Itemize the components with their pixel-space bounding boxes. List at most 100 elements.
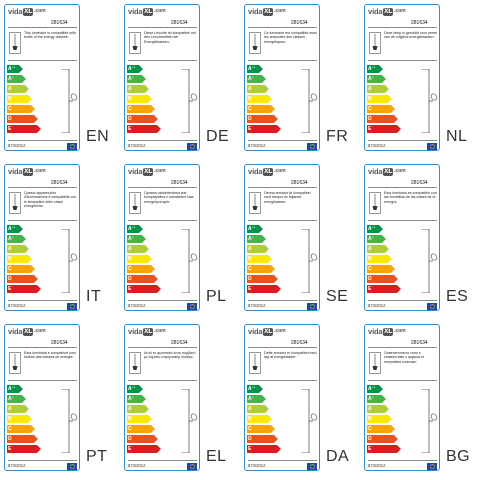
model-number: 281634 [411,20,428,26]
energy-class-letter: B [248,96,252,102]
energy-class-letter: A [8,236,12,242]
compatible-range-bracket [181,389,198,453]
energy-class-scale: A ++ A + A B C D E [367,385,407,455]
divider [128,140,197,141]
energy-class-bar: C [7,425,35,433]
energy-label-cell: vida XL .com 281634 Esta luminária é compatí… [0,320,120,480]
compatible-range-bracket [301,229,318,293]
energy-class-letter: B [248,256,252,262]
model-number: 281634 [51,340,68,346]
energy-class-letter: D [8,436,12,442]
compatible-range-bracket [181,69,198,133]
regulation-number: 874/2012 [8,303,26,308]
energy-class-bar: C [127,265,155,273]
energy-class-letter: A [248,246,252,252]
energy-class-letter: A [128,76,132,82]
eu-stars [309,144,315,149]
energy-class-bar: A [127,245,149,253]
logo-text: vida [128,7,143,16]
logo-text: vida [368,167,383,176]
divider [128,300,197,301]
energy-class-plus: + [372,75,374,79]
energy-class-letter: C [368,106,372,112]
energy-class-plus: ++ [252,225,256,229]
compatible-range-bracket [421,229,438,293]
energy-class-bar: E [367,125,401,133]
energy-class-plus: + [132,395,134,399]
eu-stars [69,304,75,309]
model-number: 281634 [291,340,308,346]
logo-text: vida [128,327,143,336]
pendant-lamp-icon [9,352,21,374]
energy-class-bar: D [367,435,398,443]
divider [8,347,77,348]
energy-class-plus: + [372,395,374,399]
energy-class-letter: A [8,246,12,252]
energy-class-letter: A [128,86,132,92]
eu-stars [429,304,435,309]
regulation-number: 874/2012 [368,463,386,468]
energy-class-bar: A [367,85,389,93]
divider [368,187,437,188]
energy-class-plus: + [252,75,254,79]
energy-class-letter: D [248,276,252,282]
logo-text: vida [8,7,23,16]
eu-stars [69,144,75,149]
regulation-number: 874/2012 [248,303,266,308]
pendant-lamp-icon [369,192,381,214]
energy-class-letter: A [248,86,252,92]
energy-class-scale: A ++ A + A B C D E [127,65,167,135]
energy-class-bar: A ++ [7,225,23,233]
eu-stars [189,144,195,149]
logo-com: .com [34,168,46,174]
divider [128,460,197,461]
energy-label: vida XL .com 281634 Αυτό το φωτιστικό είναι … [124,324,200,471]
energy-class-bar: D [127,115,158,123]
energy-class-bar: C [367,105,395,113]
energy-class-letter: A [368,396,372,402]
pendant-lamp-icon [249,32,261,54]
energy-class-bar: A + [127,235,146,243]
energy-label-cell: vida XL .com 281634 Questo apparecchio d'ill… [0,160,120,320]
pendant-lamp-icon [129,352,141,374]
energy-class-letter: B [368,96,372,102]
language-code: DE [206,128,230,145]
energy-class-letter: D [8,276,12,282]
energy-class-letter: C [8,106,12,112]
divider [8,460,77,461]
energy-class-letter: A [128,386,132,392]
energy-class-letter: B [128,96,132,102]
logo-text: vida [248,327,263,336]
energy-class-bar: B [7,415,32,423]
energy-class-letter: A [128,406,132,412]
energy-class-bar: A ++ [7,385,23,393]
energy-class-plus: + [252,235,254,239]
energy-class-bar: A + [127,75,146,83]
energy-class-letter: A [368,246,372,252]
energy-class-bar: D [367,275,398,283]
vidaxl-logo: vida XL .com [368,166,406,177]
eu-flag-icon [187,143,197,150]
regulation-number: 874/2012 [128,303,146,308]
pendant-lamp-icon [249,192,261,214]
energy-class-bar: B [367,95,392,103]
energy-class-letter: E [128,126,132,132]
divider [128,27,197,28]
divider [248,220,317,221]
energy-label: vida XL .com 281634 Oprawa oświetleniowa jes… [124,164,200,311]
logo-wordmark: vida XL .com [248,6,286,17]
logo-xl-badge: XL [143,327,154,336]
language-code: NL [446,128,468,145]
energy-class-letter: C [128,426,132,432]
regulation-number: 874/2012 [248,143,266,148]
compatible-range-bracket [61,69,78,133]
energy-class-plus: ++ [252,65,256,69]
logo-xl-badge: XL [383,7,394,16]
language-code: DA [326,448,350,465]
language-code: IT [86,288,102,305]
energy-class-letter: A [368,66,372,72]
vidaxl-logo: vida XL .com [248,6,286,17]
model-number: 281634 [291,180,308,186]
logo-text: vida [248,7,263,16]
